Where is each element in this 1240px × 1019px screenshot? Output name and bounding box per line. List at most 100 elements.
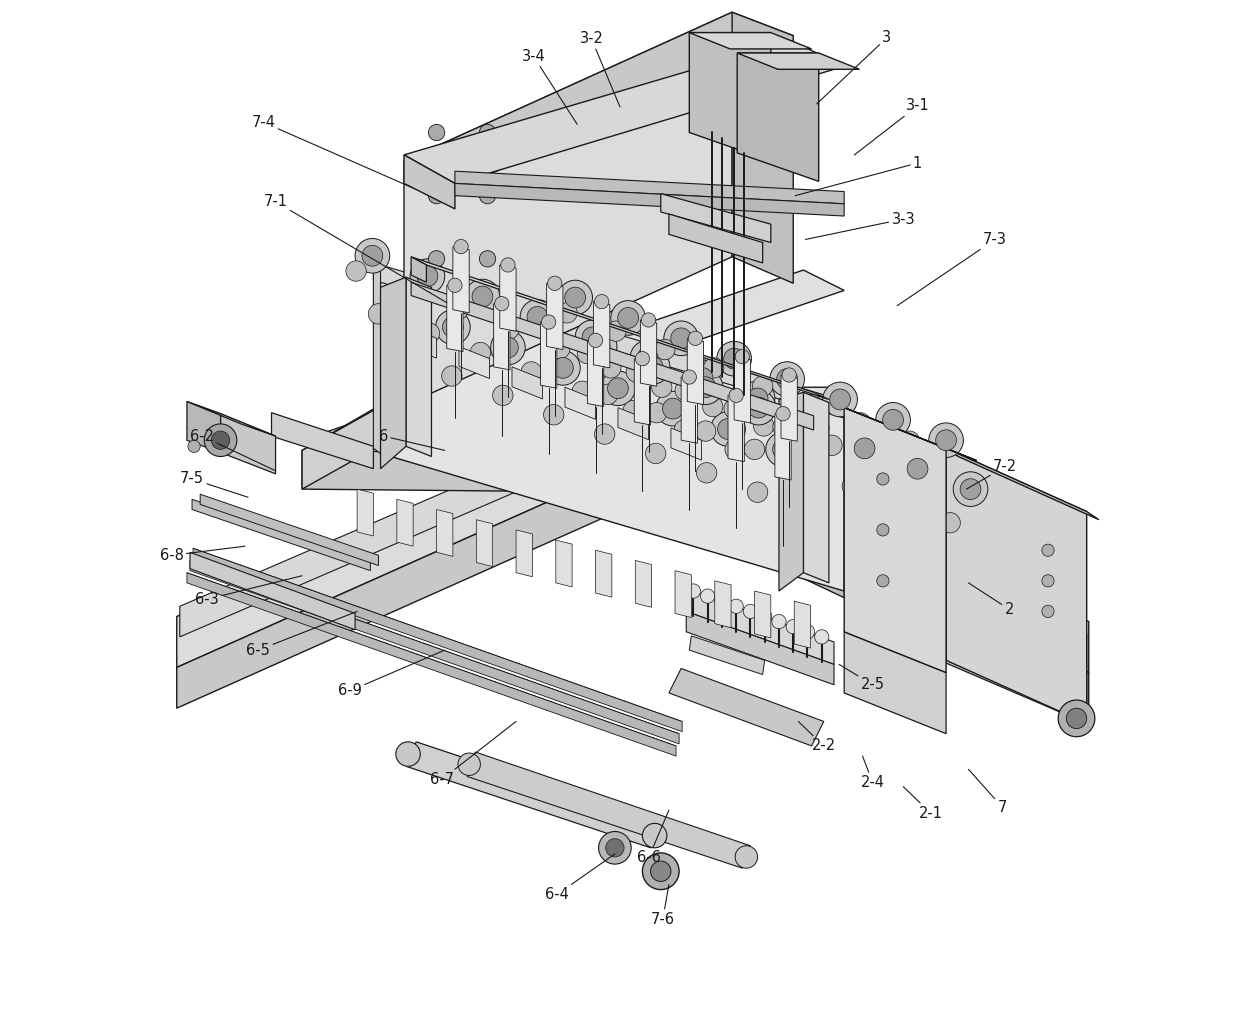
Circle shape xyxy=(491,330,526,365)
Circle shape xyxy=(908,459,928,479)
Polygon shape xyxy=(500,265,516,331)
Polygon shape xyxy=(190,552,355,630)
Circle shape xyxy=(688,370,723,405)
Polygon shape xyxy=(635,560,651,607)
Circle shape xyxy=(1058,700,1095,737)
Polygon shape xyxy=(405,742,661,848)
Polygon shape xyxy=(187,573,676,756)
Polygon shape xyxy=(405,277,432,457)
Polygon shape xyxy=(200,494,378,566)
Circle shape xyxy=(599,832,631,864)
Circle shape xyxy=(740,381,775,416)
Circle shape xyxy=(443,317,464,337)
Circle shape xyxy=(801,394,822,415)
Circle shape xyxy=(686,584,701,598)
Circle shape xyxy=(397,280,417,301)
Polygon shape xyxy=(381,270,844,591)
Polygon shape xyxy=(795,601,811,648)
Circle shape xyxy=(480,251,496,267)
Circle shape xyxy=(692,368,713,388)
Text: 6: 6 xyxy=(379,429,445,450)
Circle shape xyxy=(725,439,745,460)
Circle shape xyxy=(454,239,469,254)
Polygon shape xyxy=(446,285,463,352)
Polygon shape xyxy=(687,338,703,405)
Text: 7: 7 xyxy=(968,769,1007,814)
Circle shape xyxy=(960,479,981,499)
Circle shape xyxy=(696,421,715,441)
Text: 2-2: 2-2 xyxy=(799,721,836,753)
Polygon shape xyxy=(686,611,835,685)
Polygon shape xyxy=(844,408,946,673)
Circle shape xyxy=(553,358,573,378)
Text: 2: 2 xyxy=(968,583,1014,616)
Polygon shape xyxy=(459,346,490,379)
Circle shape xyxy=(646,443,666,464)
Polygon shape xyxy=(547,283,563,350)
Polygon shape xyxy=(177,410,1089,673)
Polygon shape xyxy=(180,408,640,637)
Polygon shape xyxy=(595,550,611,597)
Circle shape xyxy=(1066,708,1086,729)
Polygon shape xyxy=(187,401,221,452)
Circle shape xyxy=(800,625,815,639)
Polygon shape xyxy=(412,257,828,399)
Circle shape xyxy=(480,124,496,141)
Circle shape xyxy=(724,398,744,419)
Polygon shape xyxy=(373,263,381,453)
Circle shape xyxy=(655,339,675,360)
Circle shape xyxy=(696,377,715,397)
Circle shape xyxy=(801,418,822,438)
Circle shape xyxy=(748,388,768,409)
Circle shape xyxy=(608,378,629,398)
Circle shape xyxy=(205,424,237,457)
Circle shape xyxy=(770,362,805,396)
Polygon shape xyxy=(738,53,859,69)
Polygon shape xyxy=(775,414,791,480)
Circle shape xyxy=(940,513,960,533)
Circle shape xyxy=(1042,544,1054,556)
Polygon shape xyxy=(541,322,557,388)
Polygon shape xyxy=(405,326,436,358)
Circle shape xyxy=(688,331,703,345)
Circle shape xyxy=(776,369,797,389)
Circle shape xyxy=(577,343,598,364)
Polygon shape xyxy=(467,752,750,868)
Circle shape xyxy=(546,351,580,385)
Polygon shape xyxy=(476,520,492,567)
Circle shape xyxy=(744,439,765,460)
Circle shape xyxy=(527,307,548,327)
Circle shape xyxy=(758,609,771,624)
Circle shape xyxy=(635,350,670,384)
Circle shape xyxy=(429,187,445,204)
Circle shape xyxy=(497,337,518,358)
Polygon shape xyxy=(738,53,818,181)
Circle shape xyxy=(589,333,603,347)
Circle shape xyxy=(583,329,618,364)
Circle shape xyxy=(1042,605,1054,618)
Circle shape xyxy=(558,280,593,315)
Circle shape xyxy=(877,473,889,485)
Text: 6-7: 6-7 xyxy=(430,721,516,787)
Polygon shape xyxy=(190,560,680,744)
Polygon shape xyxy=(494,304,510,370)
Circle shape xyxy=(671,328,692,348)
Circle shape xyxy=(703,396,723,417)
Polygon shape xyxy=(714,581,732,628)
Circle shape xyxy=(686,361,720,395)
Circle shape xyxy=(618,308,639,328)
Circle shape xyxy=(646,403,667,423)
Text: 6-3: 6-3 xyxy=(196,576,303,606)
Polygon shape xyxy=(303,270,844,461)
Circle shape xyxy=(656,391,691,426)
Polygon shape xyxy=(193,548,682,732)
Text: 2-1: 2-1 xyxy=(903,787,942,820)
Circle shape xyxy=(815,630,828,644)
Text: 6-9: 6-9 xyxy=(339,650,445,698)
Circle shape xyxy=(701,589,714,603)
Text: 2-5: 2-5 xyxy=(839,664,884,692)
Circle shape xyxy=(448,278,463,292)
Circle shape xyxy=(419,323,440,343)
Polygon shape xyxy=(732,12,794,283)
Circle shape xyxy=(735,350,749,364)
